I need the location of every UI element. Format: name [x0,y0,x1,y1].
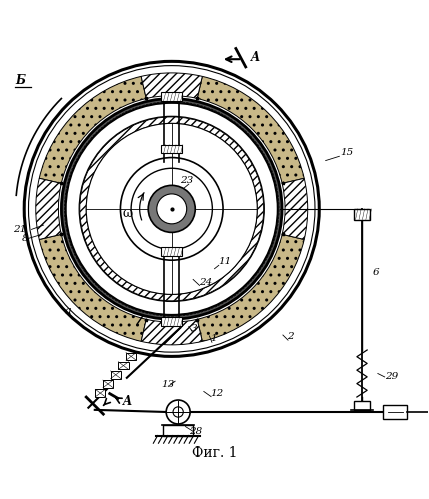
Text: 28: 28 [189,427,202,436]
Text: a: a [65,306,72,316]
Text: 12: 12 [210,389,224,398]
Text: Фиг. 1: Фиг. 1 [192,446,237,460]
Wedge shape [80,117,264,301]
Text: 8: 8 [22,235,29,244]
Text: 11: 11 [219,257,232,266]
Text: 23: 23 [180,176,193,185]
Wedge shape [197,76,304,184]
Circle shape [148,185,195,233]
Text: 6: 6 [373,268,379,277]
Circle shape [86,123,257,294]
Text: 3: 3 [191,324,198,333]
Text: 2: 2 [287,332,294,341]
Wedge shape [197,235,304,341]
Circle shape [61,99,282,319]
FancyBboxPatch shape [103,380,113,388]
Wedge shape [36,178,61,240]
Text: 13: 13 [161,380,174,389]
Text: 15: 15 [341,148,354,157]
Circle shape [80,117,264,301]
Text: 24: 24 [199,277,213,286]
FancyBboxPatch shape [111,371,121,379]
Circle shape [166,400,190,424]
Bar [161,317,182,326]
Bar [354,401,370,410]
Text: Б: Б [16,74,26,87]
Bar [161,248,182,256]
Bar [384,405,407,420]
Text: ω: ω [123,208,133,221]
Wedge shape [39,76,146,184]
Circle shape [66,103,278,315]
Text: 21: 21 [14,226,27,235]
Bar [161,92,182,101]
Circle shape [173,407,183,417]
FancyBboxPatch shape [95,389,106,397]
Wedge shape [282,178,308,240]
Text: A: A [123,395,132,408]
Text: A: A [251,51,260,64]
Circle shape [157,194,187,224]
Text: 1: 1 [210,334,217,343]
Circle shape [131,168,212,250]
Bar [354,209,370,220]
Wedge shape [141,73,202,98]
Bar [163,425,193,436]
Wedge shape [141,319,202,345]
Circle shape [24,61,319,356]
FancyBboxPatch shape [118,362,129,369]
Bar [161,145,182,153]
Text: 29: 29 [386,372,399,382]
FancyBboxPatch shape [126,353,136,360]
Circle shape [121,158,223,260]
Wedge shape [39,235,146,341]
